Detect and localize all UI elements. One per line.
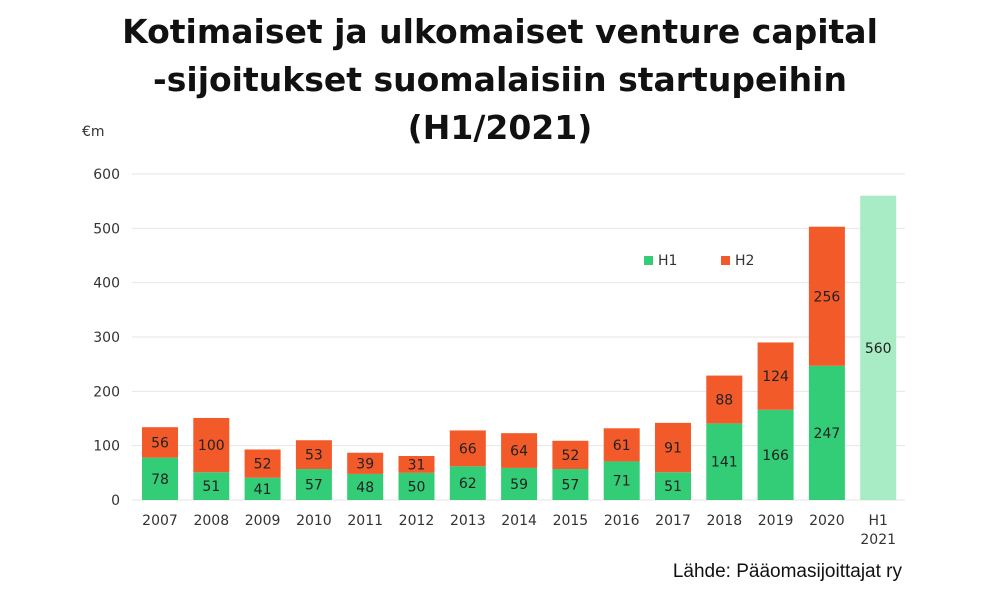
bar-h2 xyxy=(603,428,640,462)
source-note: Lähde: Pääomasijoittajat ry xyxy=(672,561,902,582)
bar-h1 xyxy=(449,466,486,500)
bar-h2 xyxy=(501,433,538,468)
x-tick-label: 2015 xyxy=(553,513,589,529)
bar-h1-value-label: 247 xyxy=(814,426,841,442)
bar-h1-value-label: 50 xyxy=(408,479,426,495)
bar-h2 xyxy=(142,427,178,458)
bar-h2-value-label: 53 xyxy=(305,448,323,464)
bar-h1 xyxy=(142,457,178,500)
bar-h1 xyxy=(193,472,230,500)
bar-h2 xyxy=(757,342,794,410)
bar-h1-value-label: 78 xyxy=(151,472,169,488)
x-tick-label: 2019 xyxy=(758,513,794,529)
legend-label-h2: H2 xyxy=(735,253,754,269)
bar-h2 xyxy=(655,422,691,473)
y-tick-label: 100 xyxy=(93,439,120,455)
bar-h2-value-label: 64 xyxy=(510,444,528,460)
x-tick-label: 2020 xyxy=(809,513,845,529)
bar-h1-value-label: 71 xyxy=(613,474,631,490)
bar-h1-value-label: 141 xyxy=(711,455,738,471)
bar-h1-value-label: 560 xyxy=(865,341,892,357)
bar-h1 xyxy=(398,472,435,500)
bar-h2 xyxy=(295,440,332,470)
y-tick-label: 0 xyxy=(111,493,120,509)
bar-h1-value-label: 41 xyxy=(254,482,272,498)
bar-h2 xyxy=(808,226,845,366)
bar-h2-value-label: 66 xyxy=(459,441,477,457)
bar-h1 xyxy=(655,472,691,500)
bar-h1 xyxy=(244,477,281,500)
legend-label-h1: H1 xyxy=(658,253,677,269)
legend-swatch-h2 xyxy=(721,256,730,265)
x-tick-label: 2008 xyxy=(193,513,229,529)
x-tick-label: 2011 xyxy=(347,513,383,529)
bar-h1-value-label: 57 xyxy=(561,478,579,494)
bar-h2 xyxy=(193,417,230,473)
bar-h1 xyxy=(706,423,743,500)
bar-h1-value-label: 57 xyxy=(305,478,323,494)
bar-h1 xyxy=(603,461,640,500)
bar-h1 xyxy=(501,467,538,500)
title-line-2: -sijoitukset suomalaisiin startupeihin xyxy=(153,60,847,99)
bar-h2 xyxy=(449,430,486,467)
title-line-3: (H1/2021) xyxy=(407,108,593,147)
x-tick-label: 2017 xyxy=(655,513,691,529)
bar-h1 xyxy=(295,469,332,500)
bar-h2 xyxy=(398,455,435,473)
bar-h1-value-label: 62 xyxy=(459,476,477,492)
bar-h1-value-label: 48 xyxy=(356,480,374,496)
y-axis-unit: €m xyxy=(82,124,105,140)
chart-title: Kotimaiset ja ulkomaiset venture capital… xyxy=(0,8,1000,152)
x-tick-label: H1 2021 xyxy=(860,513,896,548)
x-tick-label: 2009 xyxy=(245,513,281,529)
bar-h2 xyxy=(706,375,743,424)
bar-h2-value-label: 91 xyxy=(664,441,682,457)
bar-h2 xyxy=(244,449,281,478)
bar-h2-value-label: 31 xyxy=(408,457,426,473)
x-tick-label: 2014 xyxy=(501,513,537,529)
bar-h2-value-label: 52 xyxy=(561,448,579,464)
y-tick-label: 400 xyxy=(93,276,120,292)
bar-h1 xyxy=(808,365,845,500)
bar-h1 xyxy=(552,469,589,500)
bar-h2-value-label: 56 xyxy=(151,435,169,451)
y-tick-label: 600 xyxy=(93,167,120,183)
bar-h1-value-label: 166 xyxy=(762,448,789,464)
x-tick-label: 2013 xyxy=(450,513,486,529)
bar-h2-value-label: 124 xyxy=(762,369,789,385)
x-tick-label: 2007 xyxy=(142,513,178,529)
bar-h2-value-label: 61 xyxy=(613,438,631,454)
bar-h1-value-label: 59 xyxy=(510,477,528,493)
bar-h1-value-label: 51 xyxy=(664,479,682,495)
bar-h1 xyxy=(860,195,897,500)
legend-swatch-h1 xyxy=(644,256,653,265)
bar-h2-value-label: 100 xyxy=(198,438,225,454)
bar-h2-value-label: 39 xyxy=(356,456,374,472)
title-line-1: Kotimaiset ja ulkomaiset venture capital xyxy=(122,12,878,51)
y-tick-label: 300 xyxy=(93,330,120,346)
bar-h2 xyxy=(552,440,589,470)
y-tick-label: 200 xyxy=(93,384,120,400)
bar-h2 xyxy=(347,452,384,474)
x-tick-label: 2010 xyxy=(296,513,332,529)
bar-h2-value-label: 256 xyxy=(814,289,841,305)
bar-h1 xyxy=(347,473,384,500)
bar-h2-value-label: 52 xyxy=(254,457,272,473)
bar-h1 xyxy=(757,409,794,500)
y-tick-label: 500 xyxy=(93,221,120,237)
x-tick-label: 2016 xyxy=(604,513,640,529)
bar-h2-value-label: 88 xyxy=(715,392,733,408)
bar-h1-value-label: 51 xyxy=(202,479,220,495)
x-tick-label: 2012 xyxy=(399,513,435,529)
x-tick-label: 2018 xyxy=(706,513,742,529)
